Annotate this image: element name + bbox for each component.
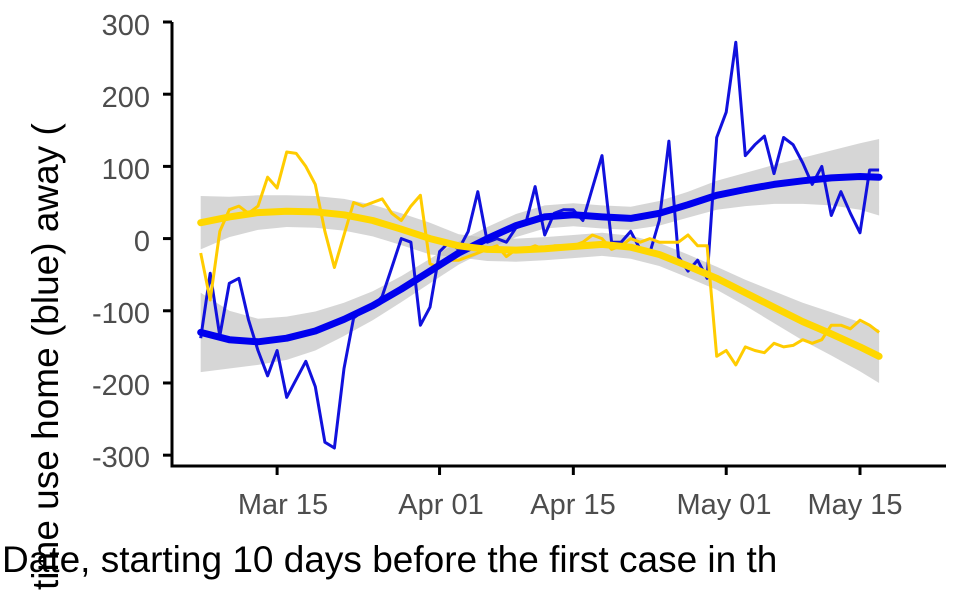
x-tick-label: Apr 01 [398, 489, 483, 521]
y-tick-label: 200 [102, 82, 150, 114]
y-tick-label: 300 [102, 10, 150, 42]
x-tick-label: May 15 [807, 489, 902, 521]
x-tick-label: Mar 15 [238, 489, 328, 521]
x-axis-title: Date, starting 10 days before the first … [2, 539, 777, 580]
y-tick-label: -100 [92, 298, 150, 330]
y-axis-title: time use home (blue) away ( [25, 123, 66, 590]
smooth-trend-line-0 [197, 173, 883, 346]
y-tick-label: -200 [92, 370, 150, 402]
y-axis-ticks: 300 200 100 0 -100 -200 -300 [92, 10, 172, 474]
smoothed-trend-lines [197, 173, 883, 360]
x-tick-label: Apr 15 [530, 489, 615, 521]
x-axis-ticks: Mar 15 Apr 01 Apr 15 May 01 May 15 [238, 466, 903, 521]
smooth-trend-line-1 [197, 207, 883, 360]
y-tick-label: 100 [102, 154, 150, 186]
x-tick-label: May 01 [676, 489, 771, 521]
y-tick-label: 0 [134, 226, 150, 258]
axes-frame [170, 22, 946, 468]
y-tick-label: -300 [92, 442, 150, 474]
raw-series-line-0 [199, 40, 880, 450]
confidence-bands [200, 139, 880, 383]
